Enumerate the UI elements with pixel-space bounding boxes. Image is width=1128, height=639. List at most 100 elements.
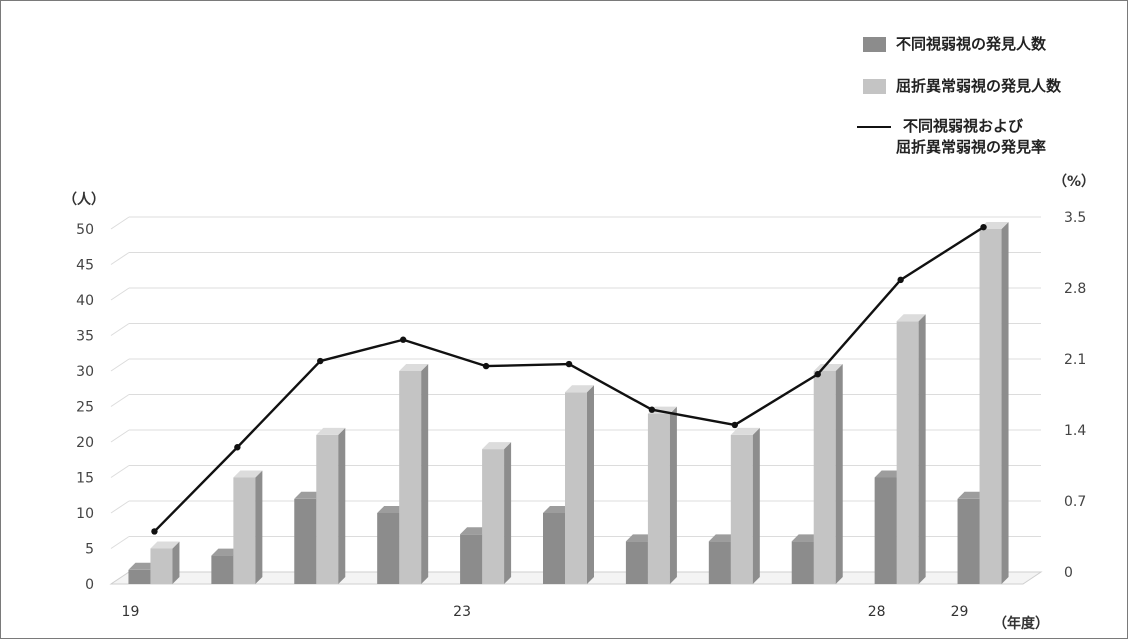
bar-anisometropic [874, 477, 897, 584]
legend-label-anisometropic: 不同視弱視の発見人数 [896, 35, 1047, 53]
rate-point [399, 336, 407, 343]
bar-anisometropic [957, 498, 980, 584]
bar-anisometropic-top [543, 506, 572, 513]
bar-refractive [399, 371, 422, 584]
bar-anisometropic-top [377, 506, 407, 513]
bar-anisometropic [460, 534, 483, 584]
bar-anisometropic [625, 541, 648, 584]
right-axis-tick-label: 0.7 [1064, 494, 1086, 510]
left-axis-unit: （人） [63, 192, 105, 208]
bar-refractive-top [150, 541, 180, 549]
bar-refractive-side [255, 470, 263, 584]
rate-point [648, 406, 656, 413]
left-axis-tick-label: 0 [85, 577, 94, 593]
bar-refractive-side [172, 541, 180, 584]
bar-anisometropic-top [625, 534, 655, 542]
gridline-side [110, 500, 130, 514]
right-axis-unit: （%） [1053, 174, 1096, 190]
bar-anisometropic-top [460, 527, 490, 535]
bar-refractive [150, 548, 173, 584]
bar-anisometropic-top [874, 470, 904, 478]
gridline-side [110, 536, 130, 549]
rate-point [317, 357, 324, 365]
bar-refractive-top [896, 314, 926, 322]
bar-refractive [896, 321, 919, 584]
rate-point [814, 371, 821, 378]
bar-anisometropic-top [957, 491, 987, 499]
bar-refractive-side [338, 427, 346, 584]
right-axis-tick-label: 3.5 [1064, 210, 1086, 226]
right-axis-tick-label: 1.4 [1064, 423, 1086, 439]
bar-anisometropic-top [708, 534, 738, 542]
legend-swatch-refractive [863, 79, 886, 94]
rate-point [731, 421, 739, 429]
bar-refractive-side [504, 442, 512, 584]
left-axis-tick-label: 20 [76, 435, 94, 451]
left-axis-tick-label: 30 [76, 364, 94, 380]
rate-point [980, 223, 987, 231]
gridline-side [110, 465, 130, 478]
gridline-side [110, 323, 130, 336]
bar-anisometropic [708, 541, 731, 584]
bar-refractive-top [482, 442, 512, 450]
bar-anisometropic [377, 513, 400, 584]
bar-refractive [730, 434, 753, 584]
rate-point [482, 362, 490, 370]
bar-anisometropic-top [791, 534, 821, 542]
bar-refractive-side [752, 427, 760, 584]
rate-point [151, 528, 158, 535]
bar-anisometropic [128, 569, 151, 584]
bar-anisometropic [211, 555, 234, 584]
x-axis-tick-label: 19 [122, 604, 140, 620]
bar-anisometropic-top [128, 562, 158, 570]
x-axis-tick-label: 28 [868, 604, 886, 620]
bar-refractive [647, 413, 670, 584]
bar-anisometropic [791, 541, 814, 584]
gridline-side [110, 216, 130, 230]
left-axis-tick-label: 10 [76, 506, 94, 522]
left-axis-tick-label: 50 [76, 222, 94, 238]
right-axis-tick-label: 2.1 [1064, 352, 1086, 368]
bar-refractive [979, 229, 1002, 584]
bar-anisometropic-top [211, 548, 241, 556]
left-axis-tick-label: 25 [76, 400, 94, 416]
gridline-side [110, 429, 130, 443]
x-axis-unit: （年度） [993, 616, 1049, 632]
rate-point [234, 444, 241, 451]
x-axis-tick-label: 23 [453, 604, 471, 620]
gridline-side [110, 394, 130, 407]
bar-refractive-side [587, 385, 594, 584]
legend-label-rate-line2: 屈折異常弱視の発見率 [896, 138, 1047, 156]
rate-point [897, 276, 904, 284]
bar-refractive [316, 434, 339, 584]
bar-anisometropic [543, 513, 565, 584]
bar-refractive-top [233, 470, 263, 478]
legend-line-rate [857, 126, 891, 128]
rate-point [565, 360, 573, 368]
gridline-side [110, 358, 130, 372]
left-axis-tick-label: 40 [76, 293, 94, 309]
bar-refractive [233, 477, 256, 584]
left-axis-tick-label: 5 [85, 542, 94, 558]
bar-refractive-side [669, 406, 677, 584]
bar-refractive-top [565, 385, 594, 393]
bar-anisometropic [294, 498, 317, 584]
x-axis-tick-label: 29 [951, 604, 969, 620]
bar-anisometropic-top [294, 491, 324, 499]
right-axis-tick-label: 2.8 [1064, 281, 1086, 297]
bar-refractive-top [399, 364, 429, 371]
gridline-side [110, 287, 130, 301]
gridline-side [110, 252, 130, 265]
bar-refractive [565, 392, 587, 584]
bar-refractive-side [1001, 222, 1009, 584]
right-axis-tick-label: 0 [1064, 565, 1073, 581]
bar-refractive-top [316, 427, 346, 435]
left-axis-tick-label: 15 [76, 471, 94, 487]
bar-refractive-top [979, 222, 1009, 229]
legend-label-rate-line1: 不同視弱視および [903, 117, 1024, 135]
bar-refractive-top [730, 427, 760, 435]
left-axis-tick-label: 35 [76, 329, 94, 345]
bar-refractive [482, 449, 505, 584]
